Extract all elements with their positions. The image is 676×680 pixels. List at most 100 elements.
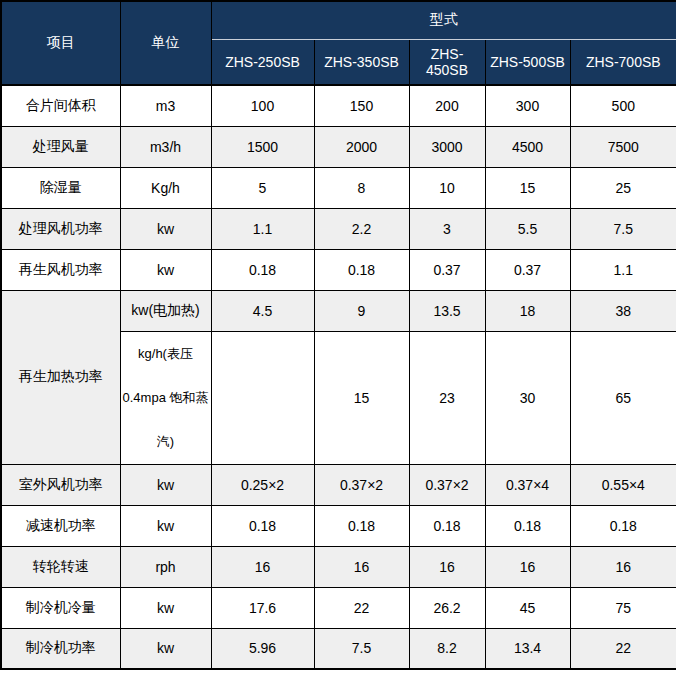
- row-unit: kw: [120, 208, 211, 249]
- value-cell: 16: [570, 546, 676, 587]
- row-item-label: 处理风量: [1, 126, 120, 167]
- value-cell: 23: [409, 331, 485, 464]
- header-row-type: 项目 单位 型式: [1, 1, 676, 39]
- row-item-label: 减速机功率: [1, 505, 120, 546]
- header-model: ZHS-350SB: [314, 39, 409, 85]
- value-cell: 65: [570, 331, 676, 464]
- value-cell: 4.5: [211, 290, 314, 331]
- value-cell: 0.18: [570, 505, 676, 546]
- row-unit: m3/h: [120, 126, 211, 167]
- row-unit: kw: [120, 464, 211, 505]
- header-item: 项目: [1, 1, 120, 85]
- table-row: 制冷机功率 kw 5.96 7.5 8.2 13.4 22: [1, 628, 676, 669]
- value-cell: 75: [570, 587, 676, 628]
- row-unit: kw: [120, 628, 211, 669]
- value-cell: 22: [570, 628, 676, 669]
- row-unit: kg/h(表压 0.4mpa 饱和蒸 汽): [120, 331, 211, 464]
- value-cell: 45: [485, 587, 570, 628]
- value-cell: 0.25×2: [211, 464, 314, 505]
- value-cell: 150: [314, 85, 409, 126]
- row-unit: kw: [120, 249, 211, 290]
- row-unit: kw: [120, 587, 211, 628]
- value-cell: 38: [570, 290, 676, 331]
- header-model: ZHS-450SB: [409, 39, 485, 85]
- value-cell: 8: [314, 167, 409, 208]
- value-cell: 0.55×4: [570, 464, 676, 505]
- value-cell: 0.37×4: [485, 464, 570, 505]
- table-row: 转轮转速 rph 16 16 16 16 16: [1, 546, 676, 587]
- header-model: ZHS-500SB: [485, 39, 570, 85]
- row-item-label: 处理风机功率: [1, 208, 120, 249]
- table-row: 除湿量 Kg/h 5 8 10 15 25: [1, 167, 676, 208]
- value-cell: 1500: [211, 126, 314, 167]
- row-unit: kw(电加热): [120, 290, 211, 331]
- value-cell: 16: [211, 546, 314, 587]
- row-item-label: 再生加热功率: [1, 290, 120, 464]
- value-cell: 0.18: [211, 249, 314, 290]
- value-cell: 15: [485, 167, 570, 208]
- value-cell: 9: [314, 290, 409, 331]
- value-cell: 0.18: [314, 249, 409, 290]
- value-cell: 4500: [485, 126, 570, 167]
- header-model: ZHS-700SB: [570, 39, 676, 85]
- row-unit: kw: [120, 505, 211, 546]
- value-cell: 0.18: [409, 505, 485, 546]
- value-cell: 2.2: [314, 208, 409, 249]
- header-type-group: 型式: [211, 1, 676, 39]
- value-cell: 16: [485, 546, 570, 587]
- value-cell: 26.2: [409, 587, 485, 628]
- value-cell: 0.18: [211, 505, 314, 546]
- value-cell: 5.96: [211, 628, 314, 669]
- row-item-label: 制冷机冷量: [1, 587, 120, 628]
- header-unit: 单位: [120, 1, 211, 85]
- value-cell: 0.37: [409, 249, 485, 290]
- row-item-label: 再生风机功率: [1, 249, 120, 290]
- value-cell: 18: [485, 290, 570, 331]
- value-cell: 13.4: [485, 628, 570, 669]
- table-row: 再生加热功率 kw(电加热) 4.5 9 13.5 18 38: [1, 290, 676, 331]
- row-item-label: 除湿量: [1, 167, 120, 208]
- value-cell: 16: [409, 546, 485, 587]
- row-unit: m3: [120, 85, 211, 126]
- value-cell: 8.2: [409, 628, 485, 669]
- table-row: 减速机功率 kw 0.18 0.18 0.18 0.18 0.18: [1, 505, 676, 546]
- value-cell: 2000: [314, 126, 409, 167]
- value-cell: 16: [314, 546, 409, 587]
- value-cell: 0.37: [485, 249, 570, 290]
- value-cell: 10: [409, 167, 485, 208]
- value-cell: 15: [314, 331, 409, 464]
- row-unit: Kg/h: [120, 167, 211, 208]
- value-cell: 100: [211, 85, 314, 126]
- value-cell: 0.37×2: [314, 464, 409, 505]
- value-cell: 3: [409, 208, 485, 249]
- value-cell: 1.1: [211, 208, 314, 249]
- value-cell: 200: [409, 85, 485, 126]
- value-cell: 0.18: [485, 505, 570, 546]
- value-cell: 7500: [570, 126, 676, 167]
- value-cell: 5.5: [485, 208, 570, 249]
- value-cell: 7.5: [570, 208, 676, 249]
- table-row: 处理风机功率 kw 1.1 2.2 3 5.5 7.5: [1, 208, 676, 249]
- value-cell: 25: [570, 167, 676, 208]
- value-cell: 1.1: [570, 249, 676, 290]
- value-cell: 13.5: [409, 290, 485, 331]
- value-cell: 300: [485, 85, 570, 126]
- header-model: ZHS-250SB: [211, 39, 314, 85]
- table-row: 室外风机功率 kw 0.25×2 0.37×2 0.37×2 0.37×4 0.…: [1, 464, 676, 505]
- spec-table: 项目 单位 型式 ZHS-250SB ZHS-350SB ZHS-450SB Z…: [0, 0, 676, 670]
- table-row: 处理风量 m3/h 1500 2000 3000 4500 7500: [1, 126, 676, 167]
- value-cell: 3000: [409, 126, 485, 167]
- table-row: 制冷机冷量 kw 17.6 22 26.2 45 75: [1, 587, 676, 628]
- row-unit: rph: [120, 546, 211, 587]
- value-cell: 0.37×2: [409, 464, 485, 505]
- value-cell: 30: [485, 331, 570, 464]
- value-cell: [211, 331, 314, 464]
- value-cell: 7.5: [314, 628, 409, 669]
- value-cell: 0.18: [314, 505, 409, 546]
- row-item-label: 室外风机功率: [1, 464, 120, 505]
- value-cell: 5: [211, 167, 314, 208]
- row-item-label: 转轮转速: [1, 546, 120, 587]
- row-item-label: 合片间体积: [1, 85, 120, 126]
- table-row: 合片间体积 m3 100 150 200 300 500: [1, 85, 676, 126]
- value-cell: 17.6: [211, 587, 314, 628]
